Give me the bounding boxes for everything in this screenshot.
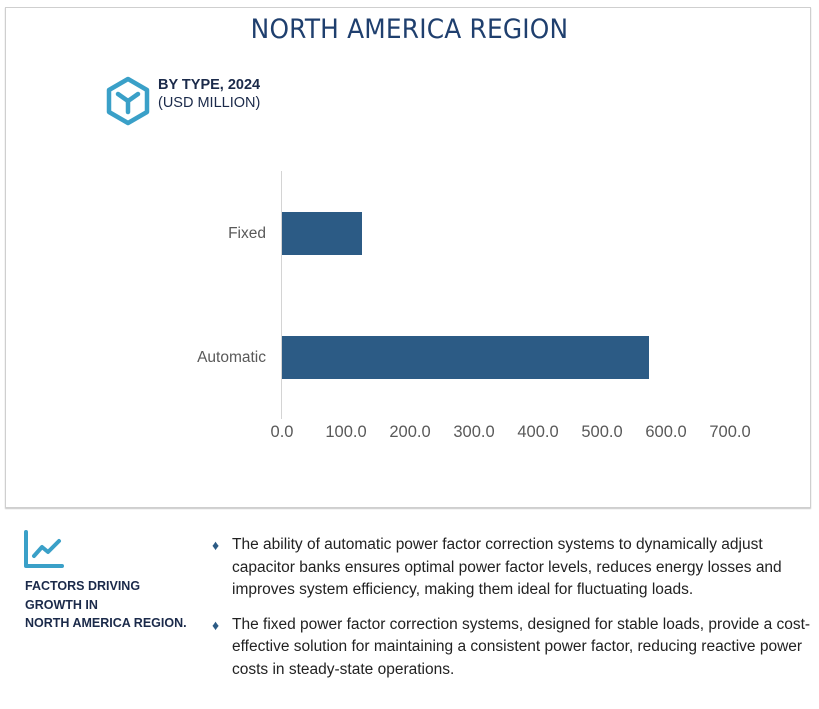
factors-heading: FACTORS DRIVING GROWTH IN NORTH AMERICA … <box>25 577 187 633</box>
bullet-item: ♦ The fixed power factor correction syst… <box>212 614 812 682</box>
x-tick: 100.0 <box>325 423 367 441</box>
factors-heading-line: GROWTH IN <box>25 597 98 612</box>
bullet-text: The ability of automatic power factor co… <box>232 536 782 598</box>
x-tick: 200.0 <box>389 423 431 441</box>
bar-automatic[interactable] <box>282 336 649 379</box>
factors-heading-line: FACTORS DRIVING <box>25 579 141 593</box>
y-axis-line <box>281 171 282 419</box>
trend-chart-icon <box>24 530 64 568</box>
cube-icon <box>106 76 150 126</box>
subtitle-type-year: BY TYPE, 2024 <box>158 77 261 93</box>
x-tick: 600.0 <box>645 423 687 441</box>
x-tick: 300.0 <box>453 423 495 441</box>
chart-title: NORTH AMERICA REGION <box>250 14 569 45</box>
subtitle-unit: (USD MILLION) <box>158 95 261 111</box>
chart-panel <box>5 7 811 508</box>
category-label-fixed: Fixed <box>228 225 266 242</box>
factors-heading-line: NORTH AMERICA REGION. <box>25 616 187 630</box>
x-tick: 400.0 <box>517 423 559 441</box>
diamond-bullet-icon: ♦ <box>212 616 220 633</box>
bar-fixed[interactable] <box>282 212 362 255</box>
bullet-text: The fixed power factor correction system… <box>232 615 811 678</box>
x-tick: 500.0 <box>581 423 623 441</box>
category-label-automatic: Automatic <box>197 349 266 366</box>
x-tick: 0.0 <box>270 423 294 441</box>
chart-subtitle: BY TYPE, 2024 (USD MILLION) <box>158 76 260 112</box>
factors-bullet-list: ♦ The ability of automatic power factor … <box>212 534 812 693</box>
diamond-bullet-icon: ♦ <box>212 537 220 553</box>
bullet-item: ♦ The ability of automatic power factor … <box>212 534 812 602</box>
x-tick: 700.0 <box>709 423 751 441</box>
